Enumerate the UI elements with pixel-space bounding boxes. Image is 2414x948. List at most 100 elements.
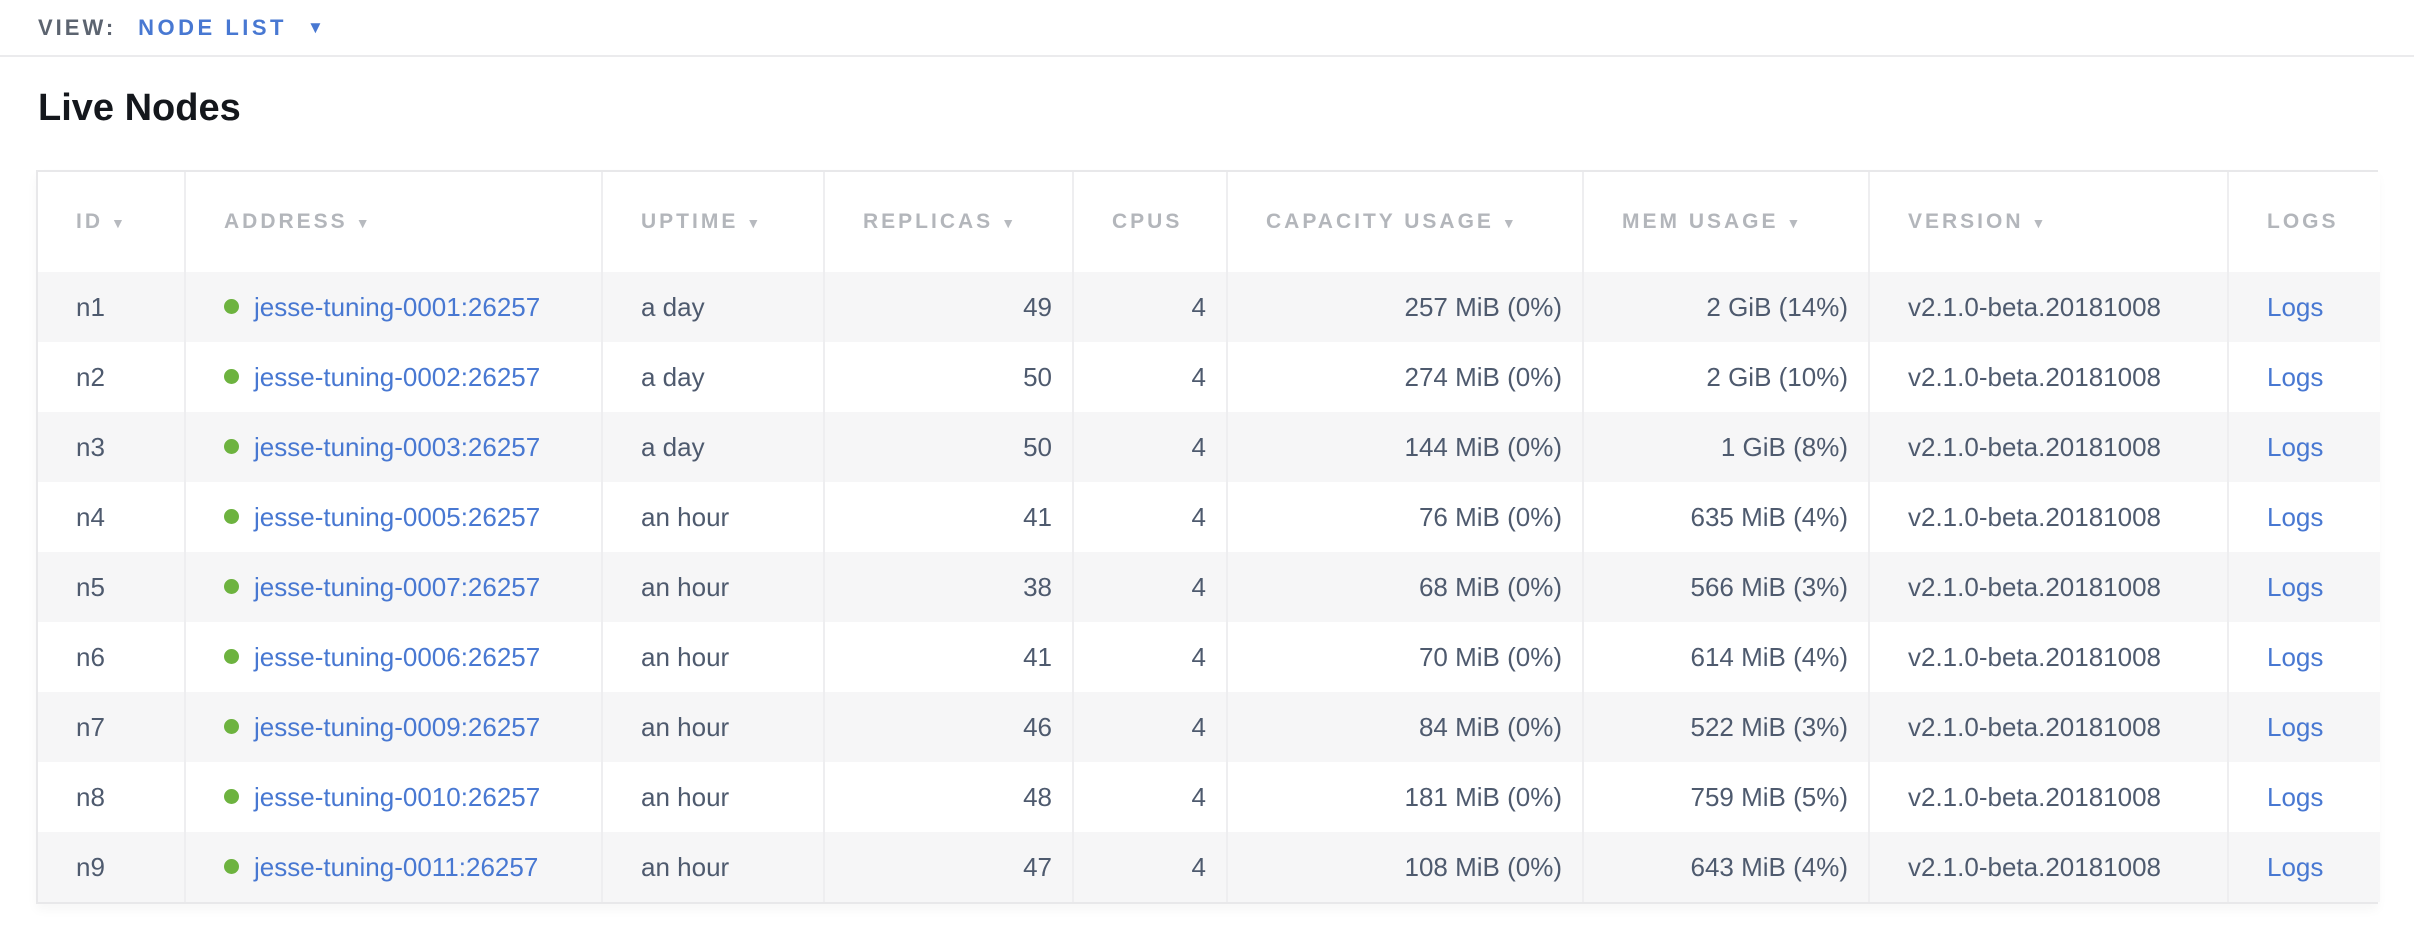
- cell-uptime: a day: [601, 412, 824, 482]
- live-nodes-section: Live Nodes: [0, 57, 2414, 130]
- cell-mem: 522 MiB (3%): [1582, 692, 1869, 762]
- cell-cpus: 4: [1072, 762, 1227, 832]
- node-logs-link[interactable]: Logs: [2267, 641, 2324, 672]
- cell-replicas: 41: [823, 622, 1073, 692]
- cell-logs: Logs: [2227, 832, 2380, 902]
- node-address-link[interactable]: jesse-tuning-0009:26257: [254, 711, 541, 742]
- cell-id: n1: [76, 291, 105, 322]
- column-header-label: CAPACITY USAGE: [1266, 210, 1494, 233]
- cell-version: v2.1.0-beta.20181008: [1868, 342, 2228, 412]
- cell-cpus: 4: [1072, 832, 1227, 902]
- cell-id: n8: [76, 781, 105, 812]
- node-live-status-icon: [224, 368, 239, 384]
- view-selector-bar: VIEW: NODE LIST ▼: [0, 0, 2414, 57]
- node-live-status-icon: [224, 508, 239, 524]
- node-logs-link[interactable]: Logs: [2267, 501, 2324, 532]
- cell-replicas: 48: [823, 762, 1073, 832]
- node-address-link[interactable]: jesse-tuning-0003:26257: [254, 431, 541, 462]
- column-header-label: MEM USAGE: [1622, 210, 1779, 233]
- cell-id: n6: [76, 641, 105, 672]
- node-row-n8: n8 jesse-tuning-0010:26257 an hour 48 4 181 M…: [38, 762, 2380, 832]
- node-row-n3: n3 jesse-tuning-0003:26257 a day 50 4 144 MiB…: [38, 412, 2380, 482]
- cell-version: v2.1.0-beta.20181008: [1868, 412, 2228, 482]
- column-header-uptime[interactable]: UPTIME ▼: [601, 172, 824, 272]
- cell-version: v2.1.0-beta.20181008: [1868, 692, 2228, 762]
- sort-desc-icon: ▼: [1001, 215, 1019, 231]
- node-logs-link[interactable]: Logs: [2267, 361, 2324, 392]
- cell-logs: Logs: [2227, 552, 2380, 622]
- node-logs-link[interactable]: Logs: [2267, 291, 2324, 322]
- cell-address: jesse-tuning-0007:26257: [184, 552, 602, 622]
- cell-uptime: a day: [601, 342, 824, 412]
- cell-logs: Logs: [2227, 762, 2380, 832]
- cell-version: v2.1.0-beta.20181008: [1868, 762, 2228, 832]
- cell-version: v2.1.0-beta.20181008: [1868, 272, 2228, 342]
- table-header-row: ID ▼ ADDRESS ▼ UPTIME ▼ REPLICAS ▼ CPUS CAPACITY …: [38, 172, 2380, 272]
- node-address-link[interactable]: jesse-tuning-0010:26257: [254, 781, 541, 812]
- node-row-n7: n7 jesse-tuning-0009:26257 an hour 46 4 84 Mi…: [38, 692, 2380, 762]
- node-address-link[interactable]: jesse-tuning-0006:26257: [254, 641, 541, 672]
- cell-version: v2.1.0-beta.20181008: [1868, 622, 2228, 692]
- column-header-label: ADDRESS: [224, 210, 348, 233]
- column-header-cpus: CPUS: [1072, 172, 1227, 272]
- column-header-replicas[interactable]: REPLICAS ▼: [823, 172, 1073, 272]
- node-live-status-icon: [224, 578, 239, 594]
- cell-address: jesse-tuning-0005:26257: [184, 482, 602, 552]
- cell-logs: Logs: [2227, 342, 2380, 412]
- node-address-link[interactable]: jesse-tuning-0005:26257: [254, 501, 541, 532]
- node-address-link[interactable]: jesse-tuning-0001:26257: [254, 291, 541, 322]
- cell-replicas: 49: [823, 272, 1073, 342]
- node-live-status-icon: [224, 438, 239, 454]
- cell-capacity: 68 MiB (0%): [1226, 552, 1583, 622]
- cell-address: jesse-tuning-0010:26257: [184, 762, 602, 832]
- cell-cpus: 4: [1072, 552, 1227, 622]
- cell-mem: 566 MiB (3%): [1582, 552, 1869, 622]
- node-row-n4: n4 jesse-tuning-0005:26257 an hour 41 4 76 Mi…: [38, 482, 2380, 552]
- column-header-capacity[interactable]: CAPACITY USAGE ▼: [1226, 172, 1583, 272]
- cell-capacity: 257 MiB (0%): [1226, 272, 1583, 342]
- view-dropdown[interactable]: NODE LIST ▼: [138, 15, 324, 41]
- cell-mem: 643 MiB (4%): [1582, 832, 1869, 902]
- node-row-n6: n6 jesse-tuning-0006:26257 an hour 41 4 70 Mi…: [38, 622, 2380, 692]
- cell-id: n2: [76, 361, 105, 392]
- sort-desc-icon: ▼: [355, 215, 373, 231]
- column-header-label: CPUS: [1112, 210, 1183, 233]
- cell-logs: Logs: [2227, 692, 2380, 762]
- cell-uptime: an hour: [601, 552, 824, 622]
- node-logs-link[interactable]: Logs: [2267, 431, 2324, 462]
- node-address-link[interactable]: jesse-tuning-0002:26257: [254, 361, 541, 392]
- cell-replicas: 50: [823, 342, 1073, 412]
- cell-capacity: 181 MiB (0%): [1226, 762, 1583, 832]
- node-live-status-icon: [224, 298, 239, 314]
- node-logs-link[interactable]: Logs: [2267, 571, 2324, 602]
- node-logs-link[interactable]: Logs: [2267, 711, 2324, 742]
- cell-logs: Logs: [2227, 622, 2380, 692]
- node-address-link[interactable]: jesse-tuning-0007:26257: [254, 571, 541, 602]
- cell-cpus: 4: [1072, 622, 1227, 692]
- cell-mem: 614 MiB (4%): [1582, 622, 1869, 692]
- column-header-label: VERSION: [1908, 210, 2024, 233]
- column-header-id[interactable]: ID ▼: [38, 172, 185, 272]
- cell-uptime: an hour: [601, 832, 824, 902]
- sort-desc-icon: ▼: [746, 215, 764, 231]
- column-header-version[interactable]: VERSION ▼: [1868, 172, 2228, 272]
- node-logs-link[interactable]: Logs: [2267, 851, 2324, 882]
- cell-replicas: 50: [823, 412, 1073, 482]
- node-logs-link[interactable]: Logs: [2267, 781, 2324, 812]
- node-live-status-icon: [224, 858, 239, 874]
- cell-id: n3: [76, 431, 105, 462]
- node-live-status-icon: [224, 648, 239, 664]
- cell-uptime: an hour: [601, 482, 824, 552]
- chevron-down-icon: ▼: [307, 18, 324, 37]
- view-dropdown-value: NODE LIST: [138, 14, 287, 40]
- column-header-address[interactable]: ADDRESS ▼: [184, 172, 602, 272]
- cell-version: v2.1.0-beta.20181008: [1868, 832, 2228, 902]
- cell-address: jesse-tuning-0011:26257: [184, 832, 602, 902]
- cell-mem: 1 GiB (8%): [1582, 412, 1869, 482]
- node-row-n2: n2 jesse-tuning-0002:26257 a day 50 4 274 MiB…: [38, 342, 2380, 412]
- cell-uptime: a day: [601, 272, 824, 342]
- node-address-link[interactable]: jesse-tuning-0011:26257: [254, 851, 539, 882]
- column-header-mem[interactable]: MEM USAGE ▼: [1582, 172, 1869, 272]
- cell-logs: Logs: [2227, 482, 2380, 552]
- cell-capacity: 108 MiB (0%): [1226, 832, 1583, 902]
